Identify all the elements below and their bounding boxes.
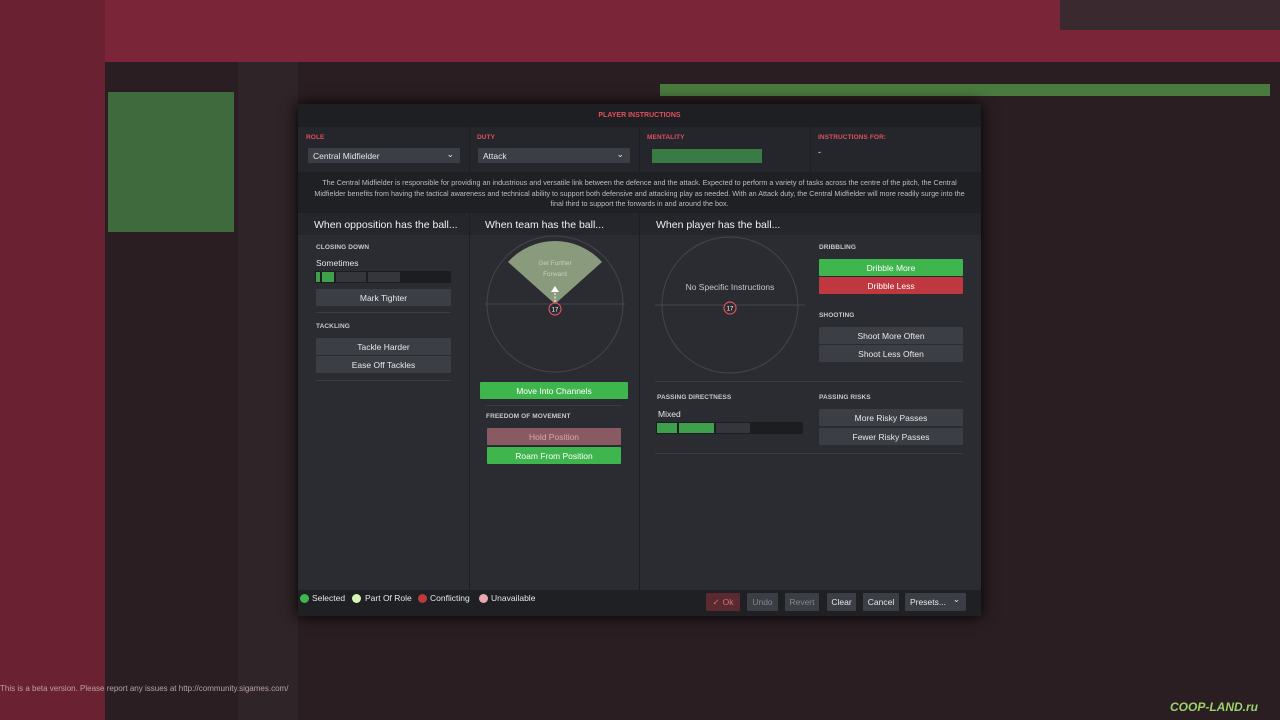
green-strip (660, 84, 1270, 96)
slider-segment (368, 272, 400, 282)
clear-button[interactable]: Clear (827, 593, 856, 611)
player-number: 17 (552, 308, 559, 314)
legend-label: Part Of Role (365, 593, 412, 603)
slider-segment (322, 272, 334, 282)
sidebar (0, 0, 105, 720)
chevron: ⌄ (952, 594, 960, 604)
pitch-zone-diagram: 17 (485, 235, 625, 373)
legend-dot (479, 594, 488, 603)
hold-position-button[interactable]: Hold Position (487, 428, 621, 445)
arrow-head (551, 286, 559, 292)
chevron: ⌄ (616, 149, 624, 159)
dribble-less-button[interactable]: Dribble Less (819, 277, 963, 294)
mentality-bar (652, 149, 762, 163)
slider[interactable] (656, 422, 803, 434)
section-label: FREEDOM OF MOVEMENT (486, 413, 571, 420)
divider (469, 127, 470, 172)
legend-dot (418, 594, 427, 603)
separator (316, 380, 451, 381)
dropdown-value: Attack (483, 151, 507, 161)
check-icon: ✓ (712, 596, 720, 607)
legend-dot (300, 594, 309, 603)
beta-notice: This is a beta version. Please report an… (0, 684, 289, 693)
column-heading: When player has the ball... (656, 219, 781, 231)
player-marker (723, 301, 737, 315)
zone-wedge (508, 240, 602, 304)
fewer-risky-passes-button[interactable]: Fewer Risky Passes (819, 428, 963, 445)
section-label: DRIBBLING (819, 244, 857, 251)
field-label: MENTALITY (647, 134, 685, 141)
separator (316, 312, 451, 313)
field-label: DUTY (477, 134, 496, 141)
role-dropdown[interactable]: Central Midfielder ⌄ (308, 148, 460, 163)
modal: PLAYER INSTRUCTIONS ROLE Central Midfiel… (298, 104, 981, 616)
dropdown-value: Central Midfielder (313, 151, 380, 161)
ease-off-tackles-button[interactable]: Ease Off Tackles (316, 356, 451, 373)
section-label: PASSING RISKS (819, 394, 871, 401)
separator (655, 453, 963, 454)
modal-title: PLAYER INSTRUCTIONS (598, 112, 681, 119)
separator (486, 405, 622, 406)
pitch-zone-diagram: 17 (655, 236, 805, 374)
presets-button[interactable]: Presets... ⌄ (905, 593, 966, 611)
move-into-channels-button[interactable]: Move Into Channels (480, 382, 628, 399)
column-heading: When team has the ball... (485, 219, 605, 231)
revert-button[interactable]: Revert (785, 593, 819, 611)
section-label: CLOSING DOWN (316, 244, 370, 251)
description-bg (298, 172, 981, 213)
legend-label: Conflicting (430, 593, 470, 603)
field-label: INSTRUCTIONS FOR: (818, 134, 887, 141)
separator (655, 381, 963, 382)
slider[interactable] (315, 271, 451, 283)
legend-label: Unavailable (491, 593, 536, 603)
shoot-more-button[interactable]: Shoot More Often (819, 327, 963, 344)
setting-value: Mixed (658, 409, 681, 419)
roam-from-position-button[interactable]: Roam From Position (487, 447, 621, 464)
legend-label: Selected (312, 593, 346, 603)
undo-button[interactable]: Undo (747, 593, 778, 611)
modal-title-bar (298, 104, 981, 127)
section-label: PASSING DIRECTNESS (657, 394, 732, 401)
player-marker (548, 302, 562, 316)
field-value: - (818, 147, 821, 157)
top-bar-right (1060, 0, 1280, 30)
mark-tighter-button[interactable]: Mark Tighter (316, 289, 451, 306)
slider-segment (679, 423, 714, 433)
dribble-more-button[interactable]: Dribble More (819, 259, 963, 276)
cancel-button[interactable]: Cancel (863, 593, 899, 611)
section-label: TACKLING (316, 323, 350, 330)
pitch (108, 92, 234, 232)
button-label: Presets... (910, 597, 946, 607)
slider-segment (657, 423, 677, 433)
shoot-less-button[interactable]: Shoot Less Often (819, 345, 963, 362)
column-heading: When opposition has the ball... (314, 219, 458, 231)
zone-label: No Specific Instructions (685, 282, 775, 292)
tackle-harder-button[interactable]: Tackle Harder (316, 338, 451, 355)
section-label: SHOOTING (819, 312, 855, 319)
divider (810, 127, 811, 172)
more-risky-passes-button[interactable]: More Risky Passes (819, 409, 963, 426)
divider (469, 213, 470, 590)
duty-dropdown[interactable]: Attack ⌄ (478, 148, 630, 163)
chevron: ⌄ (446, 149, 454, 159)
zone-label: Get Further Forward (538, 260, 572, 278)
divider (639, 213, 640, 590)
divider (639, 127, 640, 172)
role-description: The Central Midfielder is responsible fo… (314, 178, 965, 208)
button-label: Ok (722, 597, 734, 607)
slider-segment (716, 423, 750, 433)
field-label: ROLE (306, 134, 325, 141)
setting-value: Sometimes (316, 258, 359, 268)
panel (238, 62, 298, 720)
ok-button[interactable]: ✓ Ok (706, 593, 740, 611)
player-number: 17 (727, 307, 734, 313)
slider-segment (316, 272, 320, 282)
slider-segment (336, 272, 366, 282)
watermark: COOP-LAND.ru (1170, 700, 1258, 714)
legend-dot (352, 594, 361, 603)
